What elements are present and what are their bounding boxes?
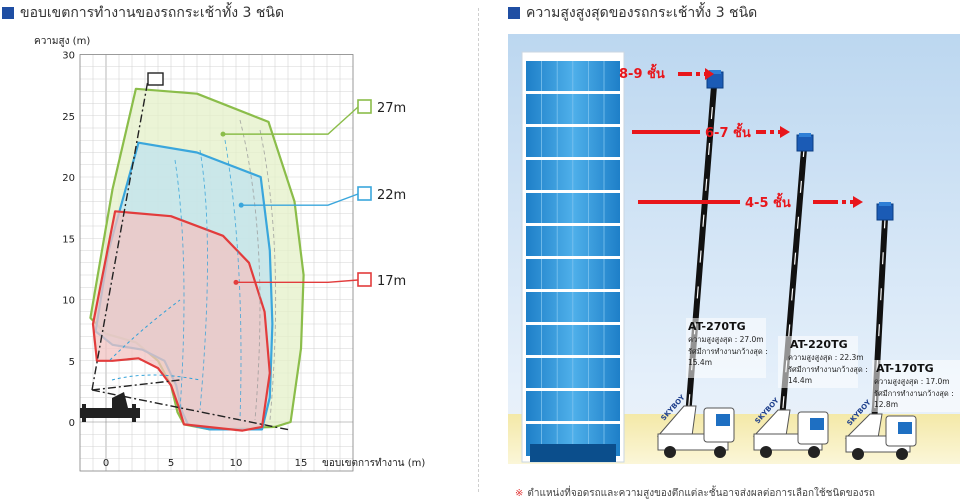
y-tick-label: 5 (69, 357, 75, 368)
callout-line (241, 193, 359, 206)
spec-1-model: AT-270TG (688, 320, 746, 333)
spec-at270: AT-270TG ความสูงสูงสุด : 27.0m รัศมีการท… (686, 318, 768, 378)
plot-frame (79, 54, 354, 472)
legend-swatch-17m (357, 272, 372, 287)
spec-2-reach: 14.4m (788, 376, 812, 385)
spec-at170: AT-170TG ความสูงสูงสุด : 17.0m รัศมีการท… (872, 360, 960, 412)
note-mark: ※ (515, 488, 524, 499)
y-axis-label: ความสูง (m) (34, 36, 90, 47)
floor-labels: 8-9 ชั้น 6-7 ชั้น 4-5 ชั้น (619, 63, 791, 211)
y-tick-label: 20 (62, 173, 75, 184)
spec-1-reach-label: รัศมีการทำงานกว้างสุด : (688, 347, 768, 356)
left-panel-title-text: ขอบเขตการทำงานของรถกระเช้าทั้ง 3 ชนิด (20, 5, 285, 21)
spec-1-reach: 15.4m (688, 358, 712, 367)
spec-blocks: AT-270TG ความสูงสูงสุด : 27.0m รัศมีการท… (686, 318, 960, 412)
floor-band (524, 289, 622, 292)
x-tick-label: 15 (295, 458, 308, 469)
y-tick-label: 25 (62, 112, 75, 123)
spec-2-model: AT-220TG (790, 338, 848, 351)
truck-silhouette (80, 72, 164, 422)
working-range-chart: 0 5 10 15 20 25 30 0 5 10 15 ความสูง (m) ขอบเขตการทำ… (34, 36, 425, 472)
legend-label-22m: 22m (377, 188, 406, 203)
right-panel-title: ความสูงสูงสุดของรถกระเช้าทั้ง 3 ชนิด (508, 2, 757, 24)
x-tick-label: 10 (230, 458, 243, 469)
building (521, 51, 625, 463)
note-text: ตำแหน่งที่จอดรถและความสูงของตึกแต่ละชั้น… (527, 488, 875, 499)
y-tick-label: 30 (62, 51, 75, 62)
floor-label-2: 6-7 ชั้น (705, 122, 751, 141)
floor-label-1: 8-9 ชั้น (619, 63, 665, 82)
spec-1-height: ความสูงสูงสุด : 27.0m (688, 335, 764, 344)
spec-3-reach: 12.8m (874, 400, 898, 409)
floor-band (524, 58, 622, 61)
legend-label-17m: 17m (377, 274, 406, 289)
y-tick-label: 10 (62, 296, 75, 307)
legend-swatch-22m (357, 186, 372, 201)
floor-band (524, 190, 622, 193)
spec-at220: AT-220TG ความสูงสูงสุด : 22.3m รัศมีการท… (778, 336, 868, 388)
y-tick-label: 15 (62, 234, 75, 245)
trucks: SKYBOY SKYBOY SKYBOY (656, 393, 917, 460)
height-arrows (632, 68, 863, 208)
y-tick-label: 0 (69, 418, 75, 429)
building-scene: 8-9 ชั้น 6-7 ชั้น 4-5 ชั้น SKYBOY SKYBOY (508, 34, 960, 464)
legend-label-27m: 27m (377, 101, 406, 116)
x-tick-label: 5 (168, 458, 174, 469)
floor-band (524, 124, 622, 127)
spec-3-height: ความสูงสูงสุด : 17.0m (874, 377, 950, 386)
footnote: ※ ตำแหน่งที่จอดรถและความสูงของตึกแต่ละชั้… (515, 486, 875, 500)
floor-band (524, 157, 622, 160)
floor-label-3: 4-5 ชั้น (745, 192, 791, 211)
basket-icon (147, 72, 164, 86)
spec-3-reach-label: รัศมีการทำงานกว้างสุด : (874, 389, 954, 398)
title-square-icon (2, 7, 14, 19)
x-axis-label: ขอบเขตการทำงาน (m) (322, 458, 425, 469)
spec-2-height: ความสูงสูงสุด : 22.3m (788, 353, 864, 362)
legend-swatch-27m (357, 99, 372, 114)
floor-band (524, 355, 622, 358)
floor-band (524, 256, 622, 259)
floor-band (524, 91, 622, 94)
truck-1: SKYBOY (656, 393, 735, 458)
callout-line (223, 106, 359, 135)
title-square-icon (508, 7, 520, 19)
floor-band (524, 421, 622, 424)
panel-divider (478, 8, 479, 492)
spec-2-reach-label: รัศมีการทำงานกว้างสุด : (788, 365, 868, 374)
spec-3-model: AT-170TG (876, 362, 934, 375)
truck-2: SKYBOY (752, 396, 829, 458)
right-panel-title-text: ความสูงสูงสุดของรถกระเช้าทั้ง 3 ชนิด (526, 5, 758, 21)
floor-band (524, 388, 622, 391)
callout-line (236, 279, 359, 284)
x-tick-label: 0 (103, 458, 109, 469)
floor-band (524, 223, 622, 226)
range-area-17m (91, 210, 271, 432)
left-panel-title: ขอบเขตการทำงานของรถกระเช้าทั้ง 3 ชนิด (2, 2, 284, 24)
floor-band (524, 322, 622, 325)
